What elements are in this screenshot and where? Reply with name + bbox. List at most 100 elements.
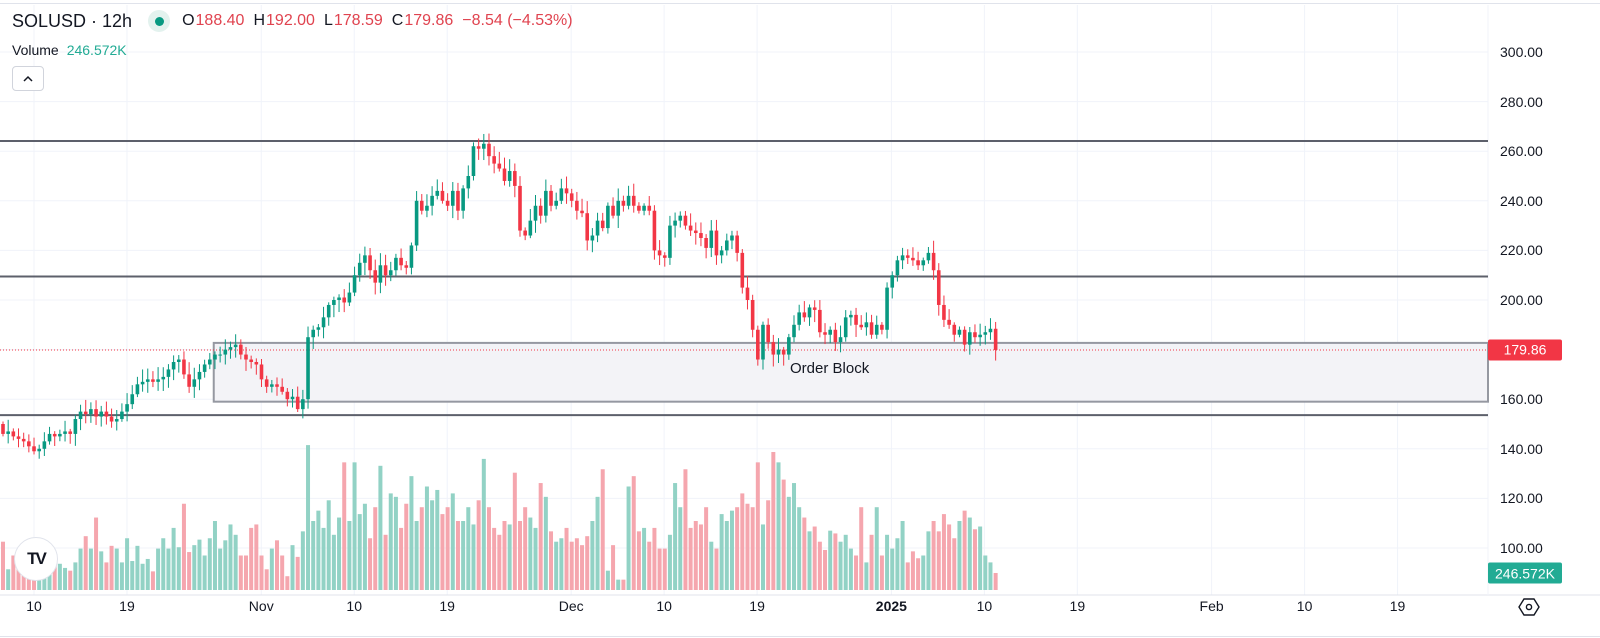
candle-body — [332, 300, 336, 305]
volume-bar — [94, 517, 99, 590]
candle-body — [42, 441, 47, 449]
candle-body — [714, 230, 719, 256]
candle-body — [730, 235, 734, 241]
volume-bar — [362, 503, 367, 590]
price-tick-label: 120.00 — [1500, 490, 1543, 507]
volume-bar — [817, 541, 822, 590]
candle-body — [616, 200, 621, 216]
candle-body — [435, 190, 440, 196]
price-tick-label: 140.00 — [1500, 440, 1543, 457]
volume-bar — [786, 496, 791, 590]
volume-bar — [673, 483, 678, 590]
volume-bar — [647, 541, 652, 590]
volume-bar — [745, 503, 750, 590]
volume-bar — [823, 549, 828, 590]
time-tick-label: 19 — [1069, 598, 1086, 614]
time-tick-label: 19 — [439, 598, 455, 614]
candle-body — [239, 344, 243, 355]
candle-body — [725, 240, 729, 251]
candle-body — [585, 213, 590, 241]
volume-bar — [704, 507, 709, 590]
candle-body — [280, 386, 284, 392]
collapse-legend-button[interactable] — [12, 66, 44, 91]
candle-body — [145, 379, 150, 382]
candle-body — [606, 205, 610, 229]
candle-body — [709, 230, 714, 248]
candle-body — [652, 210, 657, 251]
volume-bar — [445, 507, 450, 590]
candle-body — [662, 255, 667, 258]
volume-bar — [667, 534, 672, 590]
candle-body — [52, 433, 57, 437]
volume-bar — [373, 507, 378, 590]
time-tick-label: 19 — [119, 598, 135, 614]
volume-bar — [368, 538, 373, 590]
volume-bar — [114, 548, 119, 590]
volume-bar — [967, 517, 972, 590]
tradingview-logo[interactable]: TV — [14, 537, 58, 581]
candle-body — [864, 322, 869, 328]
candle-body — [978, 334, 982, 338]
volume-bar — [52, 565, 57, 590]
candle-body — [83, 411, 88, 415]
price-tick-label: 160.00 — [1500, 391, 1543, 408]
gear-icon[interactable] — [1518, 598, 1540, 616]
market-status-icon[interactable] — [148, 10, 171, 32]
volume-bar — [197, 539, 202, 590]
candle-body — [513, 171, 517, 186]
candle-body — [306, 337, 310, 400]
candle-body — [942, 304, 946, 320]
candle-body — [264, 379, 269, 387]
volume-bar — [962, 510, 967, 590]
candle-body — [388, 270, 393, 276]
volume-bar — [440, 514, 445, 590]
volume-bar — [99, 551, 104, 590]
volume-bar — [755, 462, 760, 590]
volume-bar — [533, 527, 538, 590]
volume-bar — [145, 558, 150, 590]
volume-bar — [554, 541, 559, 590]
volume-bar — [879, 555, 884, 590]
candle-body — [673, 220, 677, 226]
candle-body — [156, 379, 160, 382]
candle-body — [182, 359, 186, 375]
volume-bar — [916, 558, 921, 590]
candle-body — [642, 205, 646, 211]
candle-body — [983, 332, 988, 335]
volume-bar — [983, 555, 988, 590]
candle-body — [161, 376, 166, 380]
volume-bar — [947, 524, 952, 590]
candle-body — [637, 205, 641, 211]
candle-body — [781, 349, 786, 355]
volume-bar — [833, 533, 838, 590]
volume-bar — [926, 531, 931, 590]
candle-body — [32, 446, 36, 452]
volume-bar — [843, 534, 848, 590]
symbol-title[interactable]: SOLUSD · 12h — [12, 10, 133, 31]
price-tick-label: 240.00 — [1500, 192, 1543, 209]
volume-bar — [688, 527, 693, 590]
candle-body — [466, 176, 471, 189]
candle-body — [533, 205, 538, 221]
volume-bar — [300, 531, 305, 590]
volume-bar — [859, 507, 864, 590]
volume-bar — [714, 548, 719, 590]
volume-bar — [900, 521, 905, 590]
candle-body — [456, 190, 460, 211]
volume-bar — [766, 500, 771, 590]
candle-body — [275, 384, 279, 387]
volume-bar — [481, 458, 486, 590]
candle-body — [859, 324, 864, 328]
order-block-label: Order Block — [790, 360, 870, 377]
candle-body — [404, 265, 409, 268]
candle-body — [869, 322, 874, 335]
candle-body — [973, 332, 977, 338]
volume-bar — [471, 524, 476, 590]
volume-bar — [683, 469, 688, 590]
candle-body — [109, 416, 114, 422]
volume-bar — [388, 493, 393, 590]
volume-bar — [564, 527, 569, 590]
candle-body — [301, 399, 305, 410]
candle-body — [611, 205, 615, 216]
